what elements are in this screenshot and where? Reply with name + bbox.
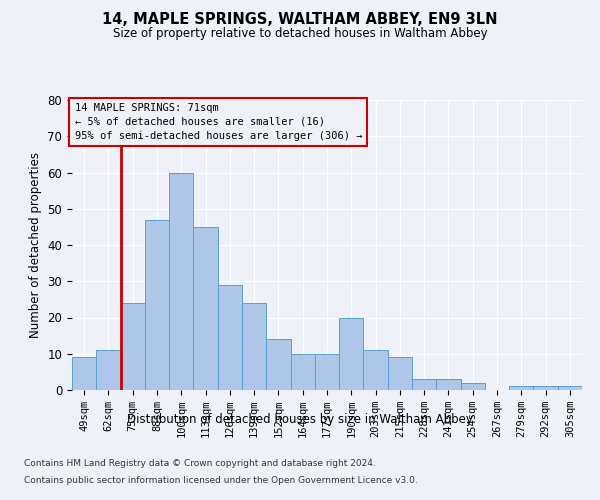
Bar xyxy=(290,354,315,390)
Bar xyxy=(169,172,193,390)
Bar xyxy=(436,379,461,390)
Text: 14 MAPLE SPRINGS: 71sqm
← 5% of detached houses are smaller (16)
95% of semi-det: 14 MAPLE SPRINGS: 71sqm ← 5% of detached… xyxy=(74,103,362,141)
Text: Size of property relative to detached houses in Waltham Abbey: Size of property relative to detached ho… xyxy=(113,28,487,40)
Y-axis label: Number of detached properties: Number of detached properties xyxy=(29,152,42,338)
Text: 14, MAPLE SPRINGS, WALTHAM ABBEY, EN9 3LN: 14, MAPLE SPRINGS, WALTHAM ABBEY, EN9 3L… xyxy=(102,12,498,28)
Bar xyxy=(315,354,339,390)
Bar xyxy=(412,379,436,390)
Text: Distribution of detached houses by size in Waltham Abbey: Distribution of detached houses by size … xyxy=(127,412,473,426)
Bar xyxy=(461,383,485,390)
Bar xyxy=(533,386,558,390)
Bar xyxy=(558,386,582,390)
Bar xyxy=(145,220,169,390)
Bar xyxy=(193,227,218,390)
Bar xyxy=(509,386,533,390)
Bar xyxy=(72,358,96,390)
Bar xyxy=(218,285,242,390)
Bar xyxy=(266,339,290,390)
Bar xyxy=(121,303,145,390)
Text: Contains public sector information licensed under the Open Government Licence v3: Contains public sector information licen… xyxy=(24,476,418,485)
Bar xyxy=(364,350,388,390)
Bar xyxy=(242,303,266,390)
Text: Contains HM Land Registry data © Crown copyright and database right 2024.: Contains HM Land Registry data © Crown c… xyxy=(24,458,376,468)
Bar xyxy=(96,350,121,390)
Bar xyxy=(388,358,412,390)
Bar xyxy=(339,318,364,390)
